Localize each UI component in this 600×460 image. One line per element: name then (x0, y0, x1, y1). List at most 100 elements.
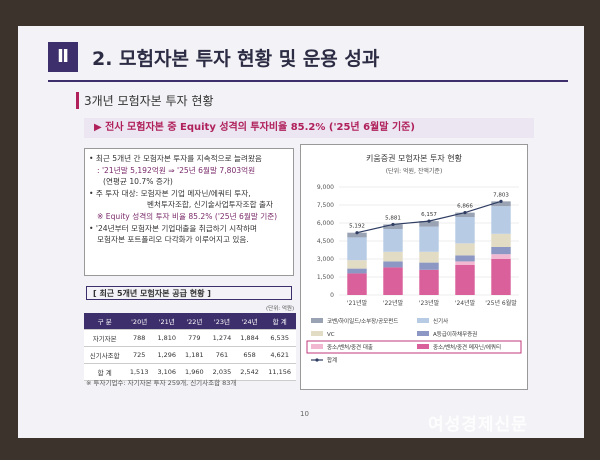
bar-segment (383, 229, 403, 252)
total-label: 6,157 (421, 212, 437, 218)
bar-segment (383, 251, 403, 262)
total-label: 7,803 (493, 192, 509, 198)
legend-marker (315, 358, 319, 362)
table-row: 합 계 1,513 3,106 1,960 2,035 2,542 11,156 (84, 363, 296, 381)
legend-swatch (417, 344, 429, 349)
legend-swatch (417, 318, 429, 323)
table-cell: 1,513 (125, 363, 153, 381)
table-title: [ 최근 5개년 모험자본 공급 현황 ] (86, 286, 292, 300)
y-tick-label: 7,500 (317, 202, 334, 209)
x-tick-label: '24년말 (455, 299, 476, 307)
table-row: 신기사조합 725 1,296 1,181 761 658 4,621 (84, 346, 296, 364)
y-tick-label: 3,000 (317, 256, 334, 263)
header-cell: '23년 (208, 313, 236, 330)
bullet: : '21년말 5,192억원 ⇒ '25년 6월말 7,803억원 (97, 165, 256, 175)
bullet: • 최근 5개년 간 모험자본 투자를 지속적으로 늘려왔음 (89, 154, 262, 163)
table-footnote: ※ 투자기업수: 자기자본 투자 259개, 신기사조합 83개 (86, 379, 237, 387)
header-cell: 구 분 (84, 313, 126, 330)
bar-segment (455, 261, 475, 265)
y-tick-label: 9,000 (317, 184, 334, 191)
bullet: 벤처투자조합, 신기술사업투자조합 출자 (147, 200, 274, 210)
legend-swatch (311, 318, 323, 323)
table-cell: 725 (125, 346, 153, 364)
legend-label: 코벤/하이일드/소부장/공모펀드 (327, 317, 398, 325)
legend-swatch (311, 344, 323, 349)
x-tick-label: '22년말 (383, 299, 404, 307)
bar-segment (491, 201, 511, 207)
y-tick-label: 4,500 (317, 238, 334, 245)
total-point (499, 199, 503, 203)
y-tick-label: 0 (330, 292, 334, 299)
total-label: 5,881 (385, 215, 401, 221)
page-number: 10 (300, 410, 309, 418)
table-cell: 1,274 (208, 329, 236, 347)
legend-label: 중소/벤처/중견 메자닌/에쿼티 (433, 343, 501, 351)
bar-segment (455, 217, 475, 244)
bullet: (연평균 10.7% 증가) (103, 177, 173, 187)
table-cell: 761 (208, 346, 236, 364)
header-cell: '24년 (235, 313, 264, 330)
chart: 키움증권 모험자본 투자 현황 (단위: 억원, 잔액기준) 0 1,500 3,0… (306, 153, 522, 364)
bar-segment (347, 237, 367, 261)
bar-segment (419, 269, 439, 295)
header-cell: '22년 (180, 313, 209, 330)
bar-segment (419, 262, 439, 270)
legend-swatch (417, 331, 429, 336)
table-cell: 4,621 (263, 346, 296, 364)
x-tick-label: '25년 6월말 (485, 299, 517, 307)
header-cell: '21년 (152, 313, 181, 330)
legend-label: 중소/벤처/중견 대출 (327, 343, 373, 351)
x-tick-label: '23년말 (419, 299, 440, 307)
bar-segment (455, 265, 475, 295)
bar-segment (455, 255, 475, 262)
header-cell: 합 계 (263, 313, 296, 330)
chart-title: 키움증권 모험자본 투자 현황 (366, 153, 463, 163)
bar-segment (347, 232, 367, 238)
table-cell: 2,035 (208, 363, 236, 381)
supply-table: 구 분 '20년 '21년 '22년 '23년 '24년 합 계 자기자본 788 1,810 77… (84, 313, 296, 381)
chart-subtitle: (단위: 억원, 잔액기준) (386, 167, 443, 175)
table-cell: 3,106 (152, 363, 181, 381)
table-cell: 658 (235, 346, 264, 364)
bar-segment (491, 254, 511, 259)
bar-segment (347, 268, 367, 274)
table-cell: 6,535 (263, 329, 296, 347)
table-cell: 1,960 (180, 363, 209, 381)
total-label: 5,192 (349, 224, 365, 230)
header-cell: '20년 (125, 313, 153, 330)
bullet: ※ Equity 성격의 투자 비율 85.2% ('25년 6월말 기준) (97, 211, 278, 221)
watermark: 여성경제신문 (428, 415, 528, 435)
bar-segment (491, 259, 511, 295)
table-cell: 2,542 (235, 363, 264, 381)
total-point (355, 231, 359, 235)
bullet: • 주 투자 대상: 모험자본 기업 메자닌/에쿼티 투자, (89, 188, 251, 198)
bullet-box: • 최근 5개년 간 모험자본 투자를 지속적으로 늘려왔음 : '21년말 5… (84, 148, 294, 276)
legend-swatch (311, 331, 323, 336)
table-cell: 합 계 (84, 363, 126, 381)
y-tick-label: 6,000 (317, 220, 334, 227)
section-number: Ⅱ (48, 42, 78, 72)
slide-title: 2. 모험자본 투자 현황 및 운용 성과 (92, 48, 380, 70)
bar-segment (419, 221, 439, 227)
total-label: 6,866 (457, 204, 473, 210)
y-tick-label: 1,500 (317, 274, 334, 281)
bar-segment (419, 226, 439, 252)
total-point (391, 222, 395, 227)
table-cell: 1,296 (152, 346, 181, 364)
table-cell: 1,181 (180, 346, 209, 364)
legend-highlight (306, 340, 522, 354)
bar-segment (383, 267, 403, 295)
bar-segment (491, 233, 511, 247)
chart-box: 키움증권 모험자본 투자 현황 (단위: 억원, 잔액기준) 0 1,500 3,0… (300, 144, 528, 390)
legend-label: VC (327, 332, 335, 338)
table-header-row: 구 분 '20년 '21년 '22년 '23년 '24년 합 계 (84, 313, 296, 330)
legend-label: A등급이하채무증권 (433, 330, 477, 338)
bullet: 모험자본 포트폴리오 다각화가 이루어지고 있음. (97, 235, 249, 245)
table-cell: 1,810 (152, 329, 181, 347)
table-cell: 11,156 (263, 363, 296, 381)
bullet: • '24년부터 모험자본 기업대출을 취급하기 시작하며 (89, 223, 258, 233)
bar-segment (383, 261, 403, 268)
bar-segment (455, 243, 475, 256)
highlight-box: ▶ 전사 모험자본 중 Equity 성격의 투자비율 85.2% ('25년 … (84, 118, 534, 138)
